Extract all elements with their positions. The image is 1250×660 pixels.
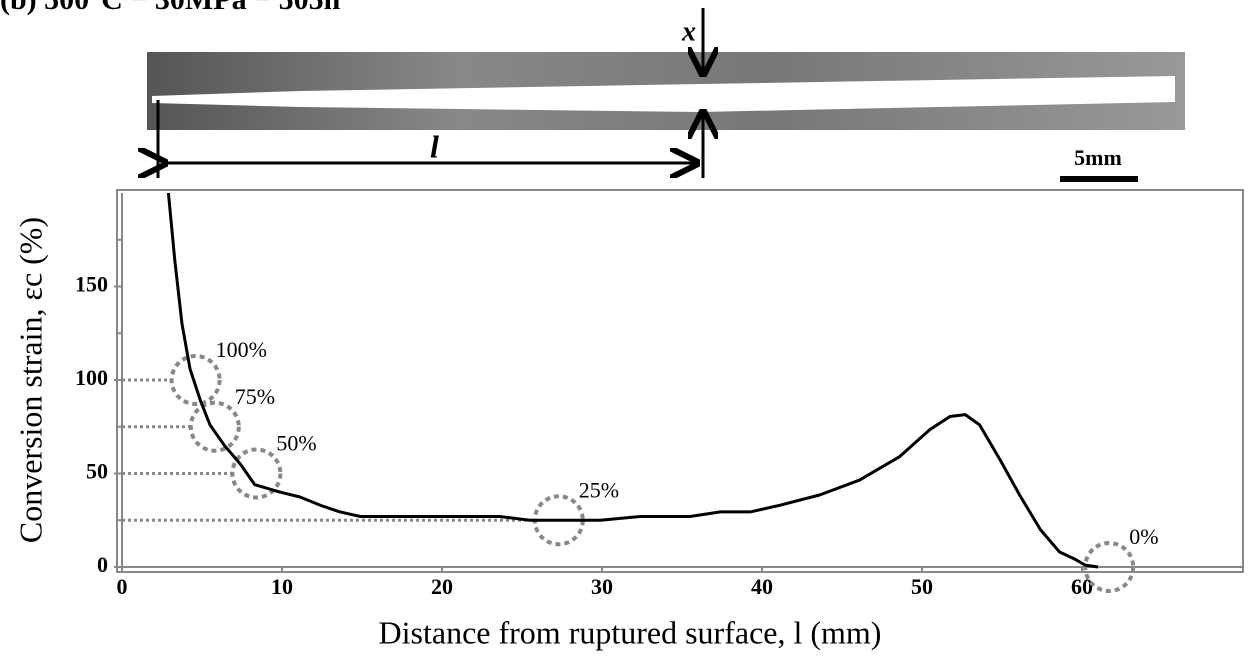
figure-title: (b) 500°C − 30MPa − 505h [0,0,341,16]
annotation-label: 25% [579,477,619,502]
annotation-circle [188,400,241,453]
annotation-circle [169,354,222,406]
y-tick-label: 0 [97,552,108,577]
x-axis-label: Distance from ruptured surface, l (mm) [379,614,882,650]
x-marker: x [681,16,696,47]
x-tick-label: 40 [751,574,773,599]
annotation-circle [230,447,283,500]
y-tick-label: 50 [86,459,108,484]
annotation-label: 100% [216,337,267,362]
plot-frame [116,189,1244,573]
annotation-label: 75% [235,384,275,409]
x-tick-label: 20 [431,574,453,599]
x-tick-label: 50 [911,574,933,599]
specimen [152,76,1175,112]
data-line [166,192,1099,569]
scale-bar-label: 5mm [1074,145,1122,170]
x-tick-label: 0 [117,574,128,599]
specimen-photo: x l 5mm [147,8,1185,182]
l-marker: l [430,128,439,164]
x-tick-label: 30 [591,574,613,599]
y-tick-label: 150 [75,272,108,297]
y-axis-label: Conversion strain, εc (%) [12,217,48,543]
x-tick-label: 60 [1071,574,1093,599]
x-tick-label: 10 [271,574,293,599]
annotation-circle [1083,541,1136,593]
y-tick-label: 100 [75,365,108,390]
annotation-label: 50% [276,431,316,456]
annotation-label: 0% [1129,524,1158,549]
